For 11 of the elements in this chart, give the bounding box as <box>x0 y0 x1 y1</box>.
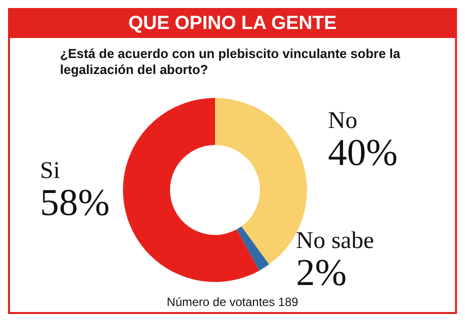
data-label: 58% <box>40 182 110 224</box>
text: Número de votantes 189 <box>166 294 300 308</box>
donut-slice <box>123 98 260 282</box>
data-label: 40% <box>328 132 398 174</box>
data-label: 2% <box>296 252 348 294</box>
chart-subtitle: ¿Está de acuerdo con un plebiscito vinculante sobre la legalización del aborto? <box>59 45 402 78</box>
chart-title: QUE OPINO LA GENTE <box>10 10 455 38</box>
slice-label: No <box>328 108 358 134</box>
slice-label: No sabe <box>296 228 374 254</box>
donut-slice <box>236 226 270 270</box>
slice-label: Si <box>40 158 62 184</box>
